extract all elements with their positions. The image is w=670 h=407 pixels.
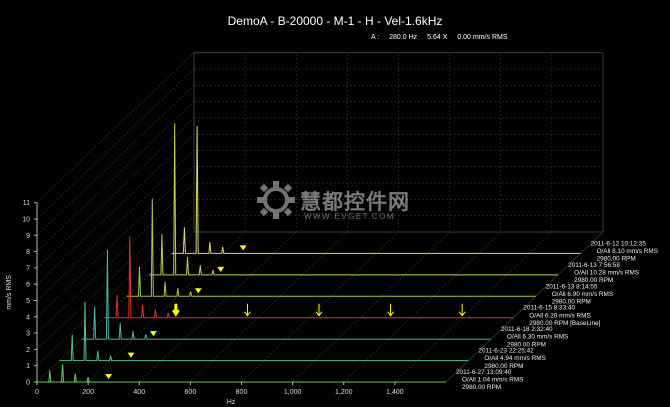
baseline-cursor-arrow	[171, 310, 180, 317]
floor-gridline	[292, 231, 450, 383]
trace-date: 2011-6-18 2:32:40	[501, 326, 553, 333]
y-tick-label: 2	[26, 347, 30, 354]
spectrum-trace	[81, 249, 491, 340]
cursor-marker	[239, 245, 247, 251]
cursor-marker	[149, 331, 157, 337]
spectrum-trace	[104, 236, 514, 319]
spectrum-trace	[171, 126, 581, 254]
side-wall-gridline	[36, 150, 195, 301]
spectrum-trace	[126, 198, 536, 297]
floor-gridline	[241, 231, 399, 383]
trace-overall: O/All 4.94 mm/s RMS	[484, 355, 545, 362]
x-tick-label: 200	[82, 389, 94, 396]
trace-date: 2011-6-23 22:25:42	[478, 348, 534, 355]
x-tick-label: 0	[35, 389, 39, 396]
gear-logo-icon	[257, 181, 295, 219]
trace-overall: O/All 6.20 mm/s RMS	[529, 312, 590, 319]
trace-speed: 2980.00 RPM	[507, 341, 546, 348]
x-tick-label: 600	[185, 389, 197, 396]
cursor-label: A :	[371, 34, 380, 41]
watermark-text: 慧都控件网	[300, 191, 410, 214]
trace-date: 2011-6-27 13:09:40	[456, 369, 512, 376]
trace-overall: O/All 10.28 mm/s RMS	[574, 269, 639, 276]
side-wall-gridline	[36, 68, 195, 220]
floor-gridline	[190, 231, 348, 383]
spectrum-trace	[149, 123, 559, 276]
harmonic-marker-arrow	[387, 311, 394, 317]
y-axis-title: mm/s RMS	[6, 275, 13, 310]
y-tick-label: 6	[26, 282, 30, 289]
side-wall-gridline	[36, 133, 195, 285]
y-tick-label: 5	[26, 298, 30, 305]
floor-gridline	[139, 231, 297, 383]
trace-labels: 2011-6-12 10:12:35O/All 8.10 mm/s RMS298…	[456, 240, 658, 391]
side-wall-gridline	[36, 215, 195, 366]
y-tick-label: 10	[22, 217, 30, 224]
floor-gridline	[394, 231, 553, 383]
floor-edge	[445, 231, 604, 383]
cursor-marker	[194, 288, 202, 294]
y-tick-label: 1	[26, 363, 30, 370]
cursor-readout: A : 280.0 Hz 5.64 X 0.00 mm/s RMS	[371, 34, 516, 41]
x-tick-label: 800	[236, 389, 248, 396]
y-tick-label: 0	[26, 380, 30, 387]
trace-date: 2011-6-13 8:14:55	[546, 283, 598, 290]
trace-overall: O/All 6.90 mm/s RMS	[552, 291, 613, 298]
cursor-marker	[105, 374, 113, 379]
trace-speed: 2980.00 RPM	[484, 363, 523, 370]
trace-overall: O/All 8.10 mm/s RMS	[597, 248, 658, 255]
x-tick-label: 1,400	[386, 389, 404, 396]
y-tick-label: 4	[26, 314, 30, 321]
spectrum-trace	[37, 364, 446, 383]
trace-speed: 2980.00 RPM	[574, 277, 613, 284]
side-wall-gridline	[36, 101, 195, 252]
trace-overall: O/All 6.30 mm/s RMS	[507, 334, 568, 341]
side-wall-gridline	[36, 166, 195, 318]
y-tick-label: 8	[26, 249, 30, 256]
y-tick-label: 9	[26, 233, 30, 240]
spectrum-traces	[37, 123, 581, 383]
chart-axes: 0 200 400 600 800 1,000 1,200 1,400 0 1 2 3 4 5 6 7 8 9 10…	[6, 200, 446, 406]
baseline-cursor-marker	[174, 303, 178, 312]
cursor-marker	[127, 352, 135, 358]
harmonic-marker-arrow	[458, 311, 466, 317]
chart-title: DemoA - B-20000 - M-1 - H - Vel-1.6kHz	[227, 14, 443, 28]
x-axis-title: Hz	[227, 399, 236, 406]
y-tick-label: 11	[23, 200, 30, 207]
trace-speed: 2980.00 RPM [BaseLine]	[529, 320, 600, 327]
x-tick-label: 400	[133, 389, 145, 396]
spectrum-trace	[59, 301, 469, 362]
harmonic-marker-arrow	[244, 311, 251, 317]
trace-speed: 2980.00 RPM	[552, 298, 591, 305]
cursor-frequency: 280.0 Hz	[389, 34, 418, 41]
x-tick-label: 1,200	[335, 389, 353, 396]
y-tick-label: 3	[26, 331, 30, 338]
x-tick-label: 1,000	[284, 389, 302, 396]
trace-overall: O/All 1.04 mm/s RMS	[462, 377, 523, 384]
y-tick-label: 7	[26, 265, 30, 272]
trace-date: 2011-6-13 7:56:58	[568, 262, 620, 269]
trace-date: 2011-6-12 10:12:35	[591, 240, 647, 247]
floor-gridline	[343, 231, 501, 383]
chart-floor	[36, 231, 604, 383]
cursor-harmonic: 5.64 X	[427, 34, 448, 41]
side-wall-gridline	[36, 199, 195, 350]
side-wall-gridline	[36, 117, 195, 269]
cursor-marker	[217, 266, 225, 272]
floor-gridline	[36, 231, 195, 383]
cursor-amplitude: 0.00 mm/s RMS	[457, 34, 508, 41]
watermark-url: WWW.EVGET.COM	[304, 212, 396, 221]
side-wall-gridline	[36, 85, 195, 236]
side-wall-gridline	[36, 52, 195, 203]
trace-speed: 2980.00 RPM	[597, 256, 636, 263]
harmonic-marker-arrow	[315, 311, 323, 317]
side-wall-gridline	[36, 182, 195, 334]
trace-date: 2011-6-15 8:33:40	[523, 305, 575, 312]
floor-gridline	[87, 231, 246, 383]
trace-speed: 2980.00 RPM	[462, 384, 501, 391]
